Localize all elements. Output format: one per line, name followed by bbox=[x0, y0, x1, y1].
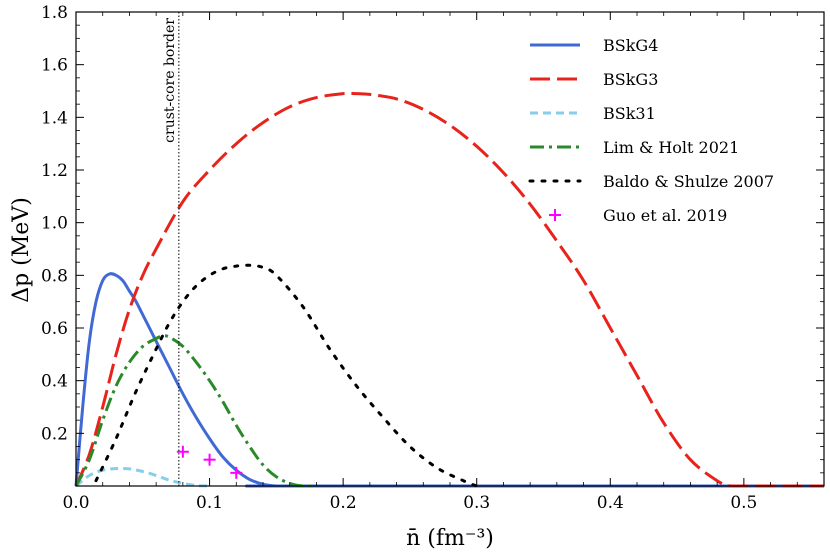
legend-entry: Lim & Holt 2021 bbox=[530, 138, 739, 157]
y-tick-label: 1.2 bbox=[41, 161, 68, 181]
x-tick-label: 0.4 bbox=[597, 493, 624, 513]
legend-label: BSk31 bbox=[603, 104, 656, 123]
crust-core-border-label: crust-core border bbox=[162, 18, 178, 143]
legend-entry: BSk31 bbox=[530, 104, 656, 123]
x-tick-label: 0.2 bbox=[330, 493, 357, 513]
plot-frame bbox=[75, 11, 825, 487]
legend: BSkG4 BSkG3 BSk31 Lim & Holt 2021 Baldo & Sh… bbox=[528, 36, 774, 225]
guo-marker bbox=[230, 466, 243, 479]
y-tick-label: 1.0 bbox=[41, 214, 68, 234]
series-line bbox=[94, 263, 479, 488]
x-axis-label: n̄ (fm⁻³) bbox=[406, 526, 494, 551]
legend-entry: Baldo & Shulze 2007 bbox=[528, 172, 774, 191]
y-tick-label: 0.6 bbox=[41, 319, 68, 339]
guo-marker bbox=[203, 453, 216, 466]
legend-label: Baldo & Shulze 2007 bbox=[603, 172, 774, 191]
legend-entry: BSkG3 bbox=[530, 70, 658, 89]
legend-entry: BSkG4 bbox=[530, 36, 658, 55]
ticks-layer: 0.0 0.1 0.2 0.3 0.4 0.5 0.2 0.4 0.6 0.8 1.0 1.2 1.4 1… bbox=[41, 3, 824, 513]
series-line bbox=[74, 91, 824, 488]
legend-label: Lim & Holt 2021 bbox=[603, 138, 739, 157]
y-tick-label: 0.8 bbox=[41, 266, 68, 286]
y-tick-label: 1.8 bbox=[41, 3, 68, 23]
series-line bbox=[75, 466, 210, 488]
y-tick-label: 1.4 bbox=[41, 108, 68, 128]
x-tick-label: 0.3 bbox=[463, 493, 490, 513]
guo-marker bbox=[176, 445, 189, 458]
x-tick-label: 0.1 bbox=[196, 493, 223, 513]
y-tick-label: 1.6 bbox=[41, 56, 68, 76]
crust-core-border-layer: crust-core border bbox=[162, 12, 180, 486]
legend-label: Guo et al. 2019 bbox=[603, 206, 727, 225]
series-line bbox=[74, 334, 317, 488]
x-tick-label: 0.0 bbox=[62, 493, 89, 513]
legend-entry: Guo et al. 2019 bbox=[549, 206, 727, 225]
y-tick-label: 0.4 bbox=[41, 372, 68, 392]
legend-label: BSkG4 bbox=[603, 36, 658, 55]
y-tick-label: 0.2 bbox=[41, 424, 68, 444]
y-axis-label: Δp (MeV) bbox=[9, 197, 34, 303]
legend-label: BSkG3 bbox=[603, 70, 658, 89]
x-tick-label: 0.5 bbox=[730, 493, 757, 513]
